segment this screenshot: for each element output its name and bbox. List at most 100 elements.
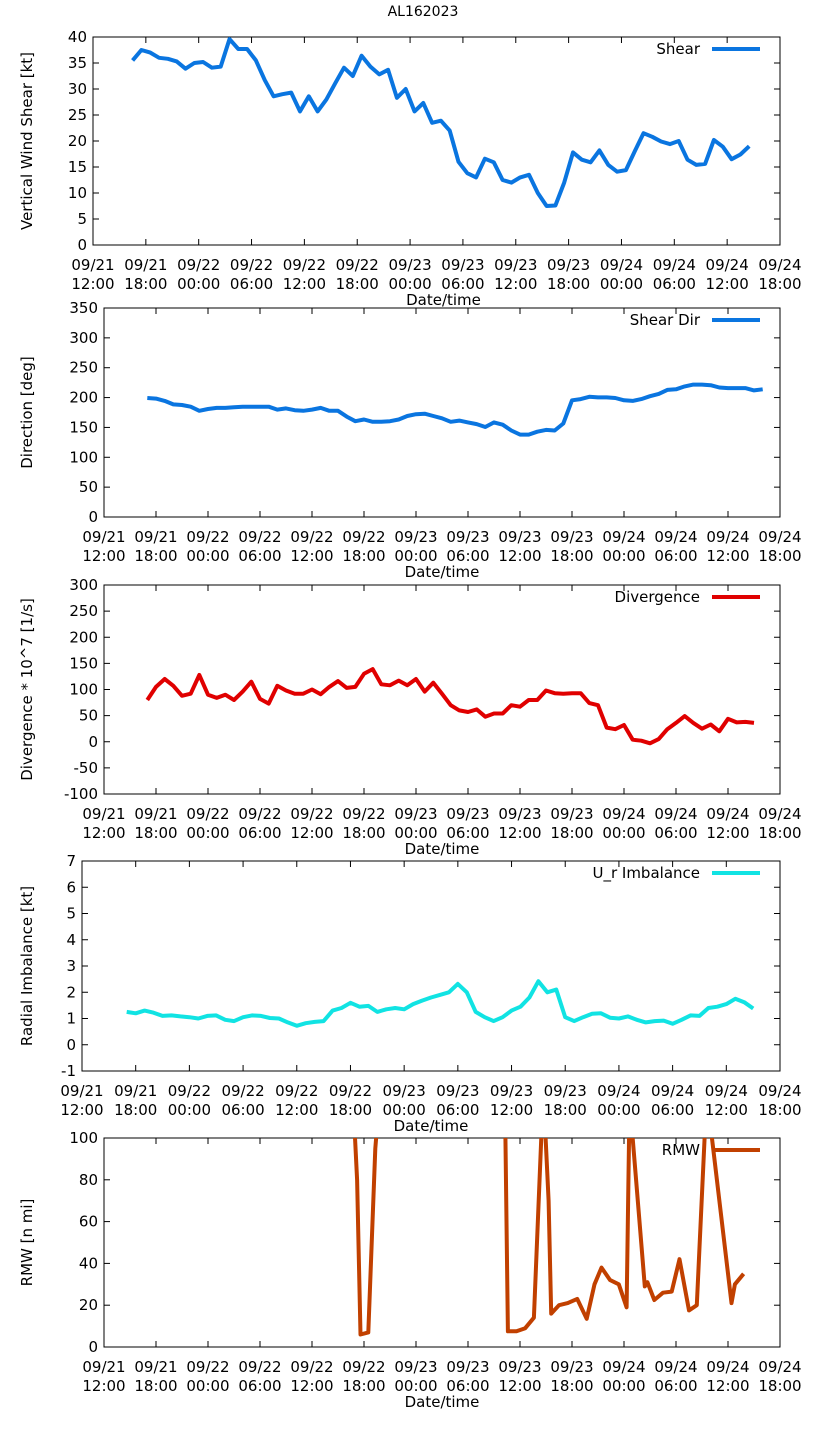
x-axis-label: Date/time xyxy=(394,1117,469,1135)
y-tick-label: 5 xyxy=(77,210,87,228)
y-tick-label: 300 xyxy=(69,329,98,347)
x-tick-label: 09/23 18:00 xyxy=(544,1082,587,1119)
x-tick-label: 09/24 06:00 xyxy=(654,1358,697,1395)
x-tick-label: 09/22 12:00 xyxy=(290,805,333,842)
y-tick-label: 20 xyxy=(79,1296,98,1314)
x-tick-label: 09/23 18:00 xyxy=(550,1358,593,1395)
y-tick-label: 100 xyxy=(69,1129,98,1147)
x-tick-label: 09/24 12:00 xyxy=(706,1358,749,1395)
x-axis-label: Date/time xyxy=(405,563,480,581)
y-tick-label: 6 xyxy=(66,878,76,896)
x-tick-label: 09/22 06:00 xyxy=(230,256,273,293)
x-tick-label: 09/21 12:00 xyxy=(82,1358,125,1395)
x-tick-label: 09/23 06:00 xyxy=(446,1358,489,1395)
x-tick-label: 09/23 00:00 xyxy=(394,805,437,842)
x-tick-label: 09/24 18:00 xyxy=(758,1358,801,1395)
y-tick-label: 35 xyxy=(68,54,87,72)
y-tick-label: 40 xyxy=(68,28,87,46)
x-tick-label: 09/21 12:00 xyxy=(82,805,125,842)
y-tick-label: 3 xyxy=(66,957,76,975)
x-tick-label: 09/22 18:00 xyxy=(342,805,385,842)
y-axis-label: Direction [deg] xyxy=(18,356,36,469)
y-tick-label: 80 xyxy=(79,1171,98,1189)
x-tick-label: 09/22 00:00 xyxy=(186,1358,229,1395)
y-axis-label: Radial Imbalance [kt] xyxy=(18,886,36,1046)
plot-frame xyxy=(81,860,781,1072)
y-tick-label: -50 xyxy=(74,759,99,777)
x-tick-label: 09/23 12:00 xyxy=(498,805,541,842)
x-tick-label: 09/24 18:00 xyxy=(758,256,801,293)
y-tick-label: 150 xyxy=(69,418,98,436)
x-tick-label: 09/24 06:00 xyxy=(653,256,696,293)
y-tick-label: -1 xyxy=(61,1062,76,1080)
x-tick-label: 09/21 18:00 xyxy=(134,528,177,565)
series-line-divergence xyxy=(145,667,755,746)
y-tick-label: 200 xyxy=(69,389,98,407)
y-tick-label: 0 xyxy=(88,1338,98,1356)
series-line-rmw xyxy=(353,1138,746,1337)
x-tick-label: 09/24 12:00 xyxy=(706,805,749,842)
x-tick-label: 09/24 18:00 xyxy=(758,805,801,842)
y-tick-label: 350 xyxy=(69,299,98,317)
y-tick-label: 250 xyxy=(69,602,98,620)
y-tick-label: 200 xyxy=(69,628,98,646)
legend-label: Shear Dir xyxy=(630,311,701,329)
x-tick-label: 09/22 12:00 xyxy=(283,256,326,293)
y-tick-label: 150 xyxy=(69,654,98,672)
x-tick-label: 09/24 06:00 xyxy=(654,528,697,565)
x-tick-label: 09/24 00:00 xyxy=(602,528,645,565)
x-tick-label: 09/24 12:00 xyxy=(706,256,749,293)
y-tick-label: 25 xyxy=(68,106,87,124)
x-axis-label: Date/time xyxy=(405,840,480,858)
x-tick-label: 09/23 12:00 xyxy=(498,528,541,565)
y-tick-label: 60 xyxy=(79,1213,98,1231)
y-tick-label: 1 xyxy=(66,1010,76,1028)
y-tick-label: 300 xyxy=(69,576,98,594)
x-tick-label: 09/24 12:00 xyxy=(706,528,749,565)
y-axis-label: RMW [n mi] xyxy=(18,1199,36,1287)
plot-frame xyxy=(103,1137,781,1348)
x-tick-label: 09/23 06:00 xyxy=(441,256,484,293)
x-tick-label: 09/23 00:00 xyxy=(394,1358,437,1395)
y-tick-label: 30 xyxy=(68,80,87,98)
y-tick-label: 0 xyxy=(88,508,98,526)
series-line-u-r-imbalance xyxy=(126,979,755,1028)
x-tick-label: 09/22 00:00 xyxy=(186,805,229,842)
x-tick-label: 09/21 18:00 xyxy=(134,1358,177,1395)
x-tick-label: 09/21 12:00 xyxy=(60,1082,103,1119)
x-axis-label: Date/time xyxy=(405,1393,480,1411)
legend-label: Shear xyxy=(656,40,700,58)
legend-label: U_r Imbalance xyxy=(592,864,700,883)
x-tick-label: 09/24 12:00 xyxy=(705,1082,748,1119)
y-tick-label: 50 xyxy=(79,707,98,725)
x-tick-label: 09/24 18:00 xyxy=(758,1082,801,1119)
y-tick-label: 250 xyxy=(69,359,98,377)
x-tick-label: 09/22 06:00 xyxy=(221,1082,264,1119)
x-tick-label: 09/24 00:00 xyxy=(600,256,643,293)
x-tick-label: 09/23 00:00 xyxy=(394,528,437,565)
chart-panel-3: -100 -50 0 50 100 150 200 250 300 09/21 12:0009/21… xyxy=(18,576,802,858)
legend-label: RMW xyxy=(662,1141,700,1159)
y-tick-label: 0 xyxy=(88,733,98,751)
y-tick-label: 2 xyxy=(66,983,76,1001)
y-tick-label: 7 xyxy=(66,852,76,870)
x-tick-label: 09/22 06:00 xyxy=(238,528,281,565)
x-tick-label: 09/21 18:00 xyxy=(134,805,177,842)
x-tick-label: 09/23 06:00 xyxy=(446,805,489,842)
x-tick-label: 09/22 00:00 xyxy=(168,1082,211,1119)
x-tick-label: 09/23 00:00 xyxy=(383,1082,426,1119)
x-axis-label: Date/time xyxy=(406,291,481,309)
x-tick-label: 09/23 06:00 xyxy=(436,1082,479,1119)
x-tick-label: 09/24 00:00 xyxy=(597,1082,640,1119)
y-tick-label: 0 xyxy=(66,1036,76,1054)
x-tick-label: 09/22 00:00 xyxy=(186,528,229,565)
x-tick-label: 09/23 06:00 xyxy=(446,528,489,565)
y-tick-label: 40 xyxy=(79,1254,98,1272)
x-tick-label: 09/22 18:00 xyxy=(342,528,385,565)
x-tick-label: 09/24 18:00 xyxy=(758,528,801,565)
x-tick-label: 09/23 12:00 xyxy=(490,1082,533,1119)
x-tick-label: 09/24 00:00 xyxy=(602,805,645,842)
x-tick-label: 09/22 06:00 xyxy=(238,805,281,842)
